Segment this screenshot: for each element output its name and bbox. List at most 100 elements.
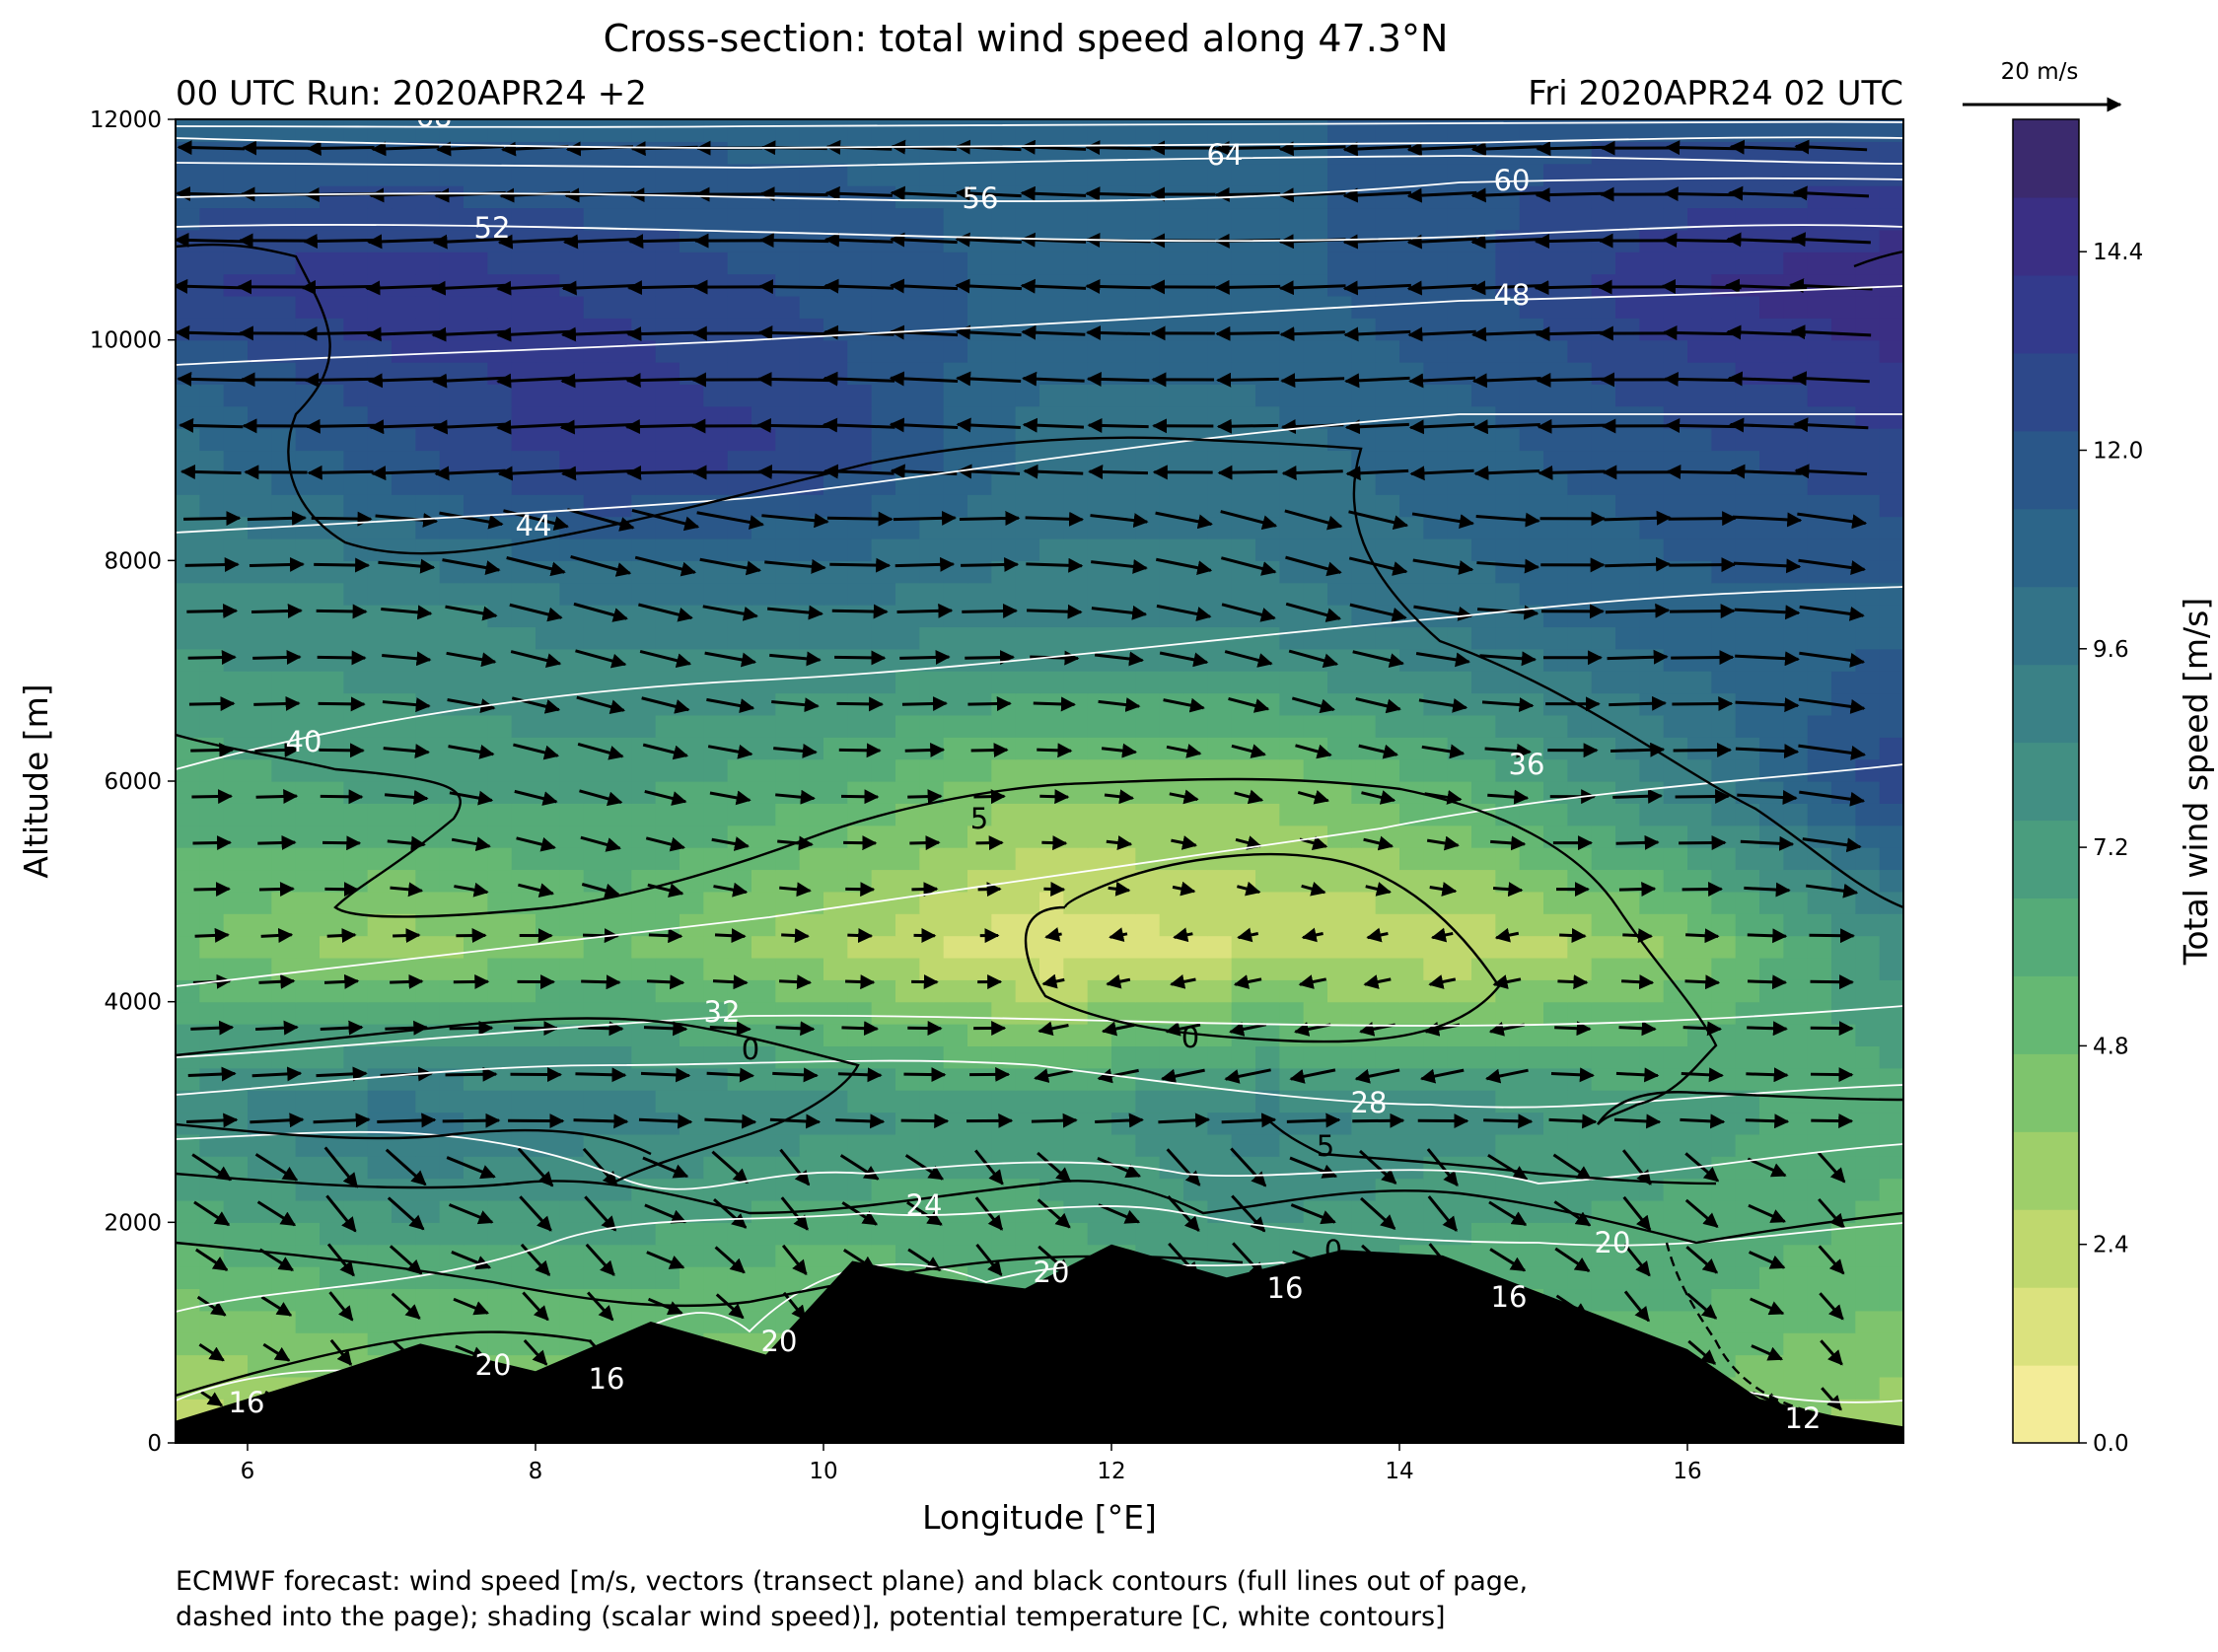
shading-cell [464, 935, 488, 959]
shading-cell [680, 1288, 704, 1312]
shading-cell [799, 758, 824, 782]
shading-cell [1063, 781, 1089, 804]
shading-cell [1591, 714, 1616, 738]
shading-cell [415, 1288, 441, 1312]
shading-cell [1639, 847, 1665, 871]
shading-cell [1711, 1133, 1737, 1157]
shading-cell [967, 384, 992, 407]
wind-vector [323, 973, 360, 989]
wind-vector [1352, 1113, 1405, 1128]
shading-cell [439, 1045, 465, 1069]
shading-cell [367, 825, 393, 848]
shading-cell [1183, 1112, 1208, 1135]
shading-cell [1135, 847, 1161, 871]
shading-cell [343, 1178, 369, 1201]
shading-cell [631, 803, 657, 826]
shading-cell [1231, 891, 1256, 914]
shading-cell [248, 251, 272, 275]
shading-cell [1423, 516, 1449, 539]
shading-cell [583, 185, 608, 209]
shading-cell [223, 913, 249, 937]
shading-cell [511, 339, 537, 363]
shading-cell [199, 935, 225, 959]
shading-cell [1495, 251, 1521, 275]
shading-cell [1279, 1178, 1305, 1201]
shading-cell [1159, 913, 1184, 937]
wind-vector [257, 834, 297, 850]
wind-vector [1026, 604, 1083, 619]
shading-cell [1591, 979, 1616, 1003]
shading-cell [1231, 428, 1256, 452]
shading-cell [1087, 781, 1112, 804]
shading-cell [871, 1133, 896, 1157]
shading-cell [223, 450, 249, 473]
shading-cell [1615, 1133, 1640, 1157]
shading-cell [1831, 428, 1856, 452]
shading-cell [967, 847, 992, 871]
shading-cell [583, 273, 608, 297]
shading-cell [1687, 957, 1712, 980]
shading-cell [1087, 957, 1112, 980]
shading-cell [1351, 847, 1377, 871]
shading-cell [631, 714, 657, 738]
shading-cell [703, 714, 729, 738]
shading-cell [847, 1001, 873, 1025]
shading-cell [1807, 471, 1832, 495]
shading-cell [1543, 450, 1568, 473]
shading-cell [967, 516, 992, 539]
shading-cell [1399, 1178, 1424, 1201]
shading-cell [583, 295, 608, 319]
shading-cell [1759, 405, 1784, 429]
shading-cell [1783, 1090, 1809, 1113]
shading-cell [439, 891, 465, 914]
shading-cell [295, 1178, 321, 1201]
shading-cell [1255, 869, 1280, 893]
shading-cell [176, 1024, 200, 1046]
shading-cell [176, 957, 200, 980]
shading-cell [559, 1045, 585, 1069]
shading-cell [559, 648, 585, 672]
shading-cell [1687, 471, 1712, 495]
shading-cell [1639, 605, 1665, 628]
shading-cell [1519, 913, 1544, 937]
shading-cell [1495, 538, 1521, 561]
shading-cell [343, 671, 369, 694]
shading-cell [223, 1266, 249, 1290]
shading-cell [871, 538, 896, 561]
shading-cell [1111, 605, 1136, 628]
shading-cell [320, 605, 344, 628]
shading-cell [1423, 428, 1449, 452]
shading-cell [1591, 1001, 1616, 1025]
shading-cell [1087, 626, 1112, 650]
shading-cell [1255, 1112, 1280, 1135]
shading-cell [799, 273, 824, 297]
shading-cell [895, 957, 920, 980]
shading-cell [1087, 428, 1112, 452]
shading-cell [1567, 516, 1593, 539]
shading-cell [1711, 384, 1737, 407]
wind-vector [965, 650, 1016, 666]
shading-cell [1663, 605, 1688, 628]
shading-cell [583, 538, 608, 561]
shading-cell [1543, 163, 1568, 186]
shading-cell [1519, 1001, 1544, 1025]
shading-cell [1207, 869, 1233, 893]
shading-cell [991, 119, 1017, 142]
shading-cell [295, 318, 321, 341]
shading-cell [1879, 229, 1903, 252]
shading-cell [439, 582, 465, 606]
shading-cell [343, 362, 369, 385]
shading-cell [1159, 516, 1184, 539]
shading-cell [1135, 295, 1161, 319]
shading-cell [823, 626, 848, 650]
shading-cell [536, 560, 560, 584]
shading-cell [464, 1045, 488, 1069]
shading-cell [1759, 1112, 1784, 1135]
shading-cell [1831, 494, 1856, 518]
shading-cell [1327, 450, 1352, 473]
shading-cell [703, 141, 729, 165]
shading-cell [1207, 737, 1233, 760]
shading-cell [608, 450, 632, 473]
shading-cell [1327, 1178, 1352, 1201]
shading-cell [1447, 1199, 1472, 1223]
